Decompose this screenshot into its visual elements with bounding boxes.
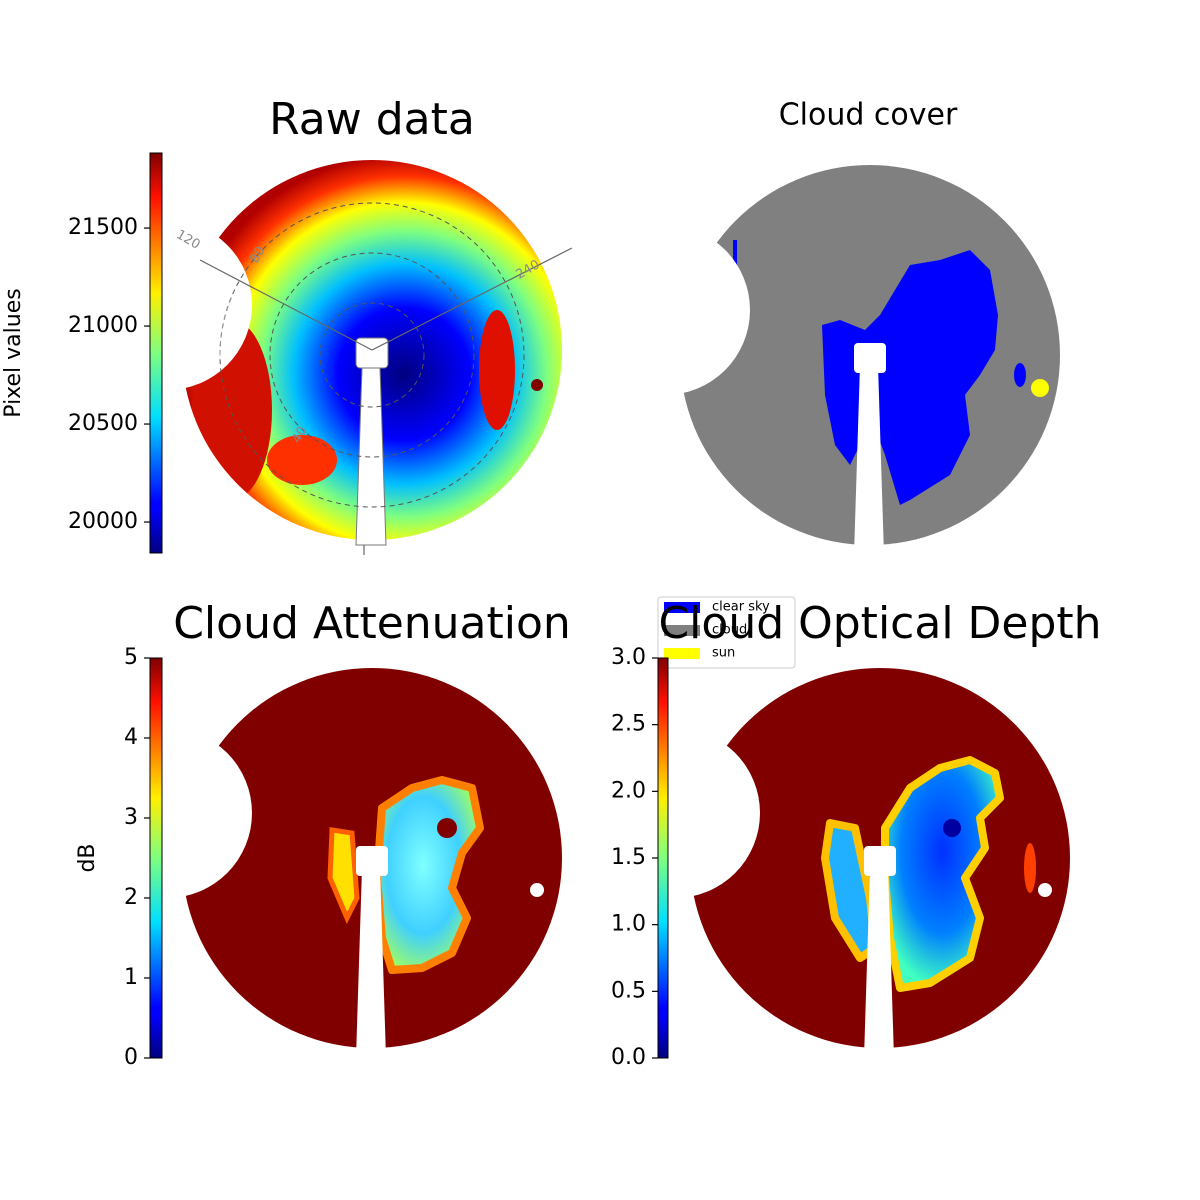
raw-image bbox=[172, 150, 573, 555]
colorbar-tick-label: 20500 bbox=[68, 411, 138, 436]
annotation: 40 bbox=[289, 424, 310, 446]
colorbar-tick-label: 21000 bbox=[68, 313, 138, 338]
legend-label: cloud bbox=[712, 623, 747, 638]
chart-title: Cloud Optical Depth bbox=[658, 598, 1101, 649]
colorbar-tick-label: 1.5 bbox=[611, 845, 646, 870]
legend-swatch bbox=[664, 602, 700, 613]
colorbar-tick-label: 0.0 bbox=[611, 1045, 646, 1070]
colorbar-tick-label: 0 bbox=[124, 1045, 138, 1070]
colorbar-tick-label: 2.0 bbox=[611, 778, 646, 803]
chart-title: Cloud cover bbox=[779, 98, 958, 133]
colorbar-tick-label: 5 bbox=[124, 645, 138, 670]
chart-title: Raw data bbox=[269, 94, 475, 145]
colorbar-tick-label: 2 bbox=[124, 885, 138, 910]
colorbar bbox=[149, 657, 163, 1059]
colorbar-tick-label: 3.0 bbox=[611, 645, 646, 670]
colorbar-tick-label: 4 bbox=[124, 725, 138, 750]
colorbar bbox=[657, 657, 669, 1059]
colorbar-tick-label: 2.5 bbox=[611, 712, 646, 737]
colorbar-tick-label: 3 bbox=[124, 805, 138, 830]
colorbar bbox=[149, 152, 163, 554]
colorbar-tick-label: 1 bbox=[124, 965, 138, 990]
cloud-cover-image bbox=[670, 155, 1070, 555]
optical-depth-image bbox=[680, 658, 1080, 1058]
colorbar-tick-label: 0.5 bbox=[611, 978, 646, 1003]
legend-label: sun bbox=[712, 646, 735, 661]
colorbar-label: dB bbox=[75, 843, 100, 872]
colorbar-label: Pixel values bbox=[1, 288, 26, 417]
attenuation-image bbox=[172, 658, 572, 1058]
annotation: 80 bbox=[247, 244, 268, 266]
colorbar-tick-label: 1.0 bbox=[611, 912, 646, 937]
chart-title: Cloud Attenuation bbox=[173, 598, 571, 649]
colorbar-tick-label: 20000 bbox=[68, 509, 138, 534]
colorbar-tick-label: 21500 bbox=[68, 215, 138, 240]
legend-swatch bbox=[664, 625, 700, 636]
legend-label: clear sky bbox=[712, 600, 770, 615]
legend-swatch bbox=[664, 648, 700, 659]
